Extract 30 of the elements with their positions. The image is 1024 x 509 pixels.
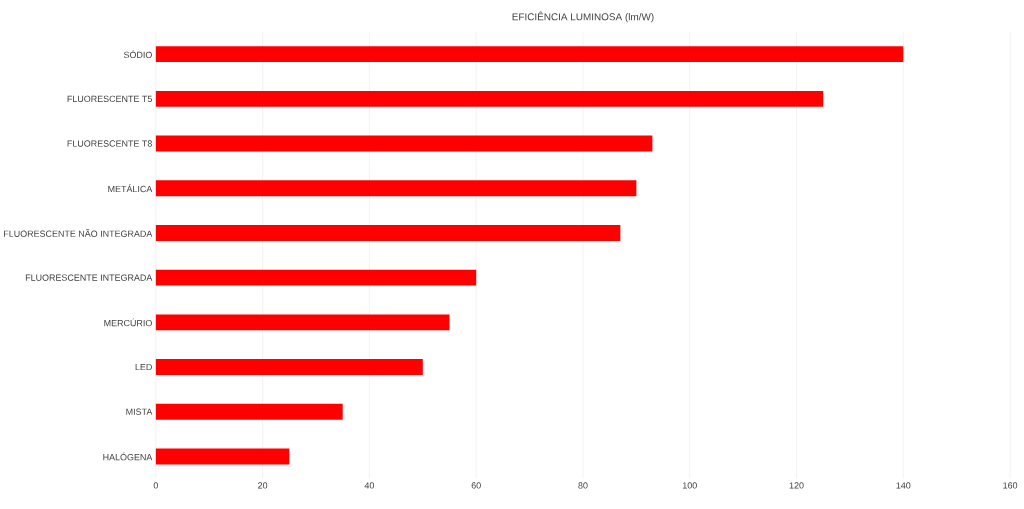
y-tick-label: FLUORESCENTE T5 (67, 95, 152, 103)
x-tick-label: 80 (578, 482, 588, 489)
bar (155, 46, 904, 63)
y-tick-label: FLUORESCENTE T8 (67, 140, 152, 147)
x-tick-label: 40 (364, 482, 375, 489)
x-tick-label: 140 (896, 482, 911, 489)
chart-title: EFICIÊNCIA LUMINOSA (lm/W) (512, 11, 654, 23)
y-tick-label: FLUORESCENTE NÃO INTEGRADA (4, 229, 153, 238)
bar (155, 135, 653, 152)
bar (155, 225, 621, 242)
bar (155, 314, 450, 331)
x-tick-label: 120 (789, 482, 804, 489)
y-tick-label: MISTA (126, 408, 153, 416)
y-tick-label: LED (135, 364, 152, 371)
y-tick-label: FLUORESCENTE INTEGRADA (25, 274, 153, 282)
bar (155, 403, 343, 420)
bar (155, 269, 477, 286)
y-tick-label: MERCÚRIO (104, 318, 152, 327)
y-tick-label: SÓDIO (123, 50, 152, 59)
x-tick-label: 20 (258, 482, 268, 489)
y-tick-label: HALÓGENA (103, 452, 153, 461)
bar (155, 180, 637, 197)
bar (155, 448, 290, 465)
x-tick-label: 0 (153, 482, 158, 489)
x-tick-label: 60 (471, 482, 481, 489)
bar (155, 91, 824, 107)
x-tick-label: 100 (682, 482, 697, 489)
x-tick-label: 160 (1003, 482, 1018, 489)
bar (155, 359, 423, 376)
y-tick-label: METÁLICA (108, 184, 153, 193)
